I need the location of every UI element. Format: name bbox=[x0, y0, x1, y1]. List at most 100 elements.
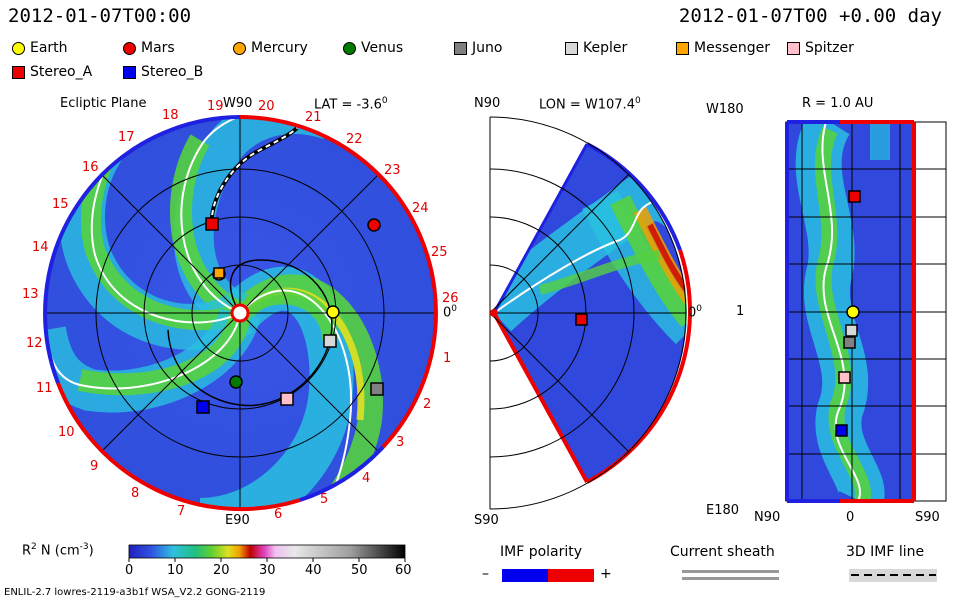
legend-venus: Venus bbox=[343, 40, 403, 56]
ecliptic-right-label: 00 bbox=[443, 304, 457, 320]
colorbar-label-rest: N (cm bbox=[36, 543, 80, 559]
sector-number: 16 bbox=[82, 160, 99, 175]
colorbar-label-sup: 2 bbox=[31, 542, 37, 552]
imf-polarity-title: IMF polarity bbox=[500, 544, 583, 560]
rim-positive-arc bbox=[239, 115, 438, 449]
deg-mark: 0 bbox=[451, 304, 458, 314]
legend-label: Kepler bbox=[583, 40, 628, 56]
sector-number: 2 bbox=[423, 397, 431, 412]
radial-spitzer-marker bbox=[838, 371, 851, 384]
legend-label: Spitzer bbox=[805, 40, 854, 56]
ecliptic-title: Ecliptic Plane bbox=[60, 96, 147, 111]
juno-marker bbox=[370, 382, 384, 396]
deg-mark: 0 bbox=[634, 96, 641, 106]
sector-number: 23 bbox=[384, 163, 401, 178]
radial-mid-label: 1 bbox=[736, 304, 745, 319]
sector-number: 11 bbox=[36, 381, 53, 396]
legend-marker bbox=[454, 41, 467, 55]
meridional-lon-label: LON = W107.40 bbox=[539, 96, 641, 112]
ecliptic-bottom-label: E90 bbox=[225, 513, 250, 528]
legend-juno: Juno bbox=[454, 40, 502, 56]
ecliptic-lat-label: LAT = -3.60 bbox=[314, 96, 388, 112]
colorbar-label: R2 N (cm-3) bbox=[22, 542, 94, 558]
imf-polarity-negative bbox=[502, 569, 548, 582]
colorbar-tick-label: 10 bbox=[167, 563, 184, 578]
colorbar-label-end: ) bbox=[88, 543, 94, 559]
legend-marker bbox=[123, 65, 136, 79]
rim-negative-arc-2 bbox=[43, 115, 241, 384]
radial-kepler-marker bbox=[845, 324, 858, 337]
sector-numbers: 1 2 3 4 5 6 7 8 9 10 11 12 13 14 15 16 1… bbox=[22, 99, 459, 522]
legend-mercury: Mercury bbox=[233, 40, 308, 56]
sector-number: 6 bbox=[274, 507, 282, 522]
sector-number: 24 bbox=[412, 201, 429, 216]
stereo-a-marker bbox=[205, 217, 219, 231]
date-right: 2012-01-07T00 +0.00 day bbox=[678, 5, 942, 27]
sector-number: 18 bbox=[162, 108, 179, 123]
meridional-sun-icon bbox=[490, 309, 498, 317]
meridional-right-value: 0 bbox=[688, 305, 697, 321]
colorbar-tick-label: 20 bbox=[213, 563, 230, 578]
mars-marker bbox=[367, 218, 381, 232]
imf-plus: + bbox=[600, 566, 612, 582]
meridional-edge-north bbox=[492, 143, 589, 314]
sector-number: 22 bbox=[346, 132, 363, 147]
legend-kepler: Kepler bbox=[565, 40, 627, 56]
legend-spitzer: Spitzer bbox=[787, 40, 854, 56]
sector-number: 5 bbox=[320, 492, 328, 507]
colorbar-label-r: R bbox=[22, 543, 32, 559]
legend-label: Mars bbox=[141, 40, 175, 56]
current-sheath-sample-2 bbox=[682, 577, 779, 580]
radial-x-label: N90 bbox=[754, 510, 781, 525]
radial-bottom-label: E180 bbox=[706, 503, 740, 518]
radial-x-label: S90 bbox=[915, 510, 940, 525]
radial-title: R = 1.0 AU bbox=[802, 96, 874, 111]
legend-label: Juno bbox=[472, 40, 503, 56]
ecliptic-plot: 1 2 3 4 5 6 7 8 9 10 11 12 13 14 15 16 1… bbox=[22, 99, 459, 522]
legend-marker bbox=[233, 41, 246, 55]
meridional-edge-south bbox=[492, 312, 589, 483]
deg-mark: 0 bbox=[696, 304, 703, 314]
radial-edge-positive bbox=[840, 120, 916, 503]
colorbar-tick-label: 40 bbox=[305, 563, 322, 578]
sector-number: 4 bbox=[362, 471, 370, 486]
sector-number: 7 bbox=[177, 504, 185, 519]
sector-number: 26 bbox=[442, 291, 459, 306]
meridional-plot bbox=[489, 116, 692, 510]
radial-plot bbox=[785, 120, 947, 503]
legend-stereo-a: Stereo_A bbox=[12, 64, 92, 80]
deg-mark: 0 bbox=[381, 96, 388, 106]
stereo-a-field-line bbox=[210, 127, 298, 225]
sector-number: 8 bbox=[131, 486, 139, 501]
colorbar-tick-label: 30 bbox=[259, 563, 276, 578]
sector-number: 12 bbox=[26, 336, 43, 351]
sector-number: 13 bbox=[22, 287, 39, 302]
legend-label: Venus bbox=[361, 40, 404, 56]
radial-stereo-b-marker bbox=[835, 424, 848, 437]
legend-label: Mercury bbox=[251, 40, 308, 56]
legend-marker bbox=[343, 41, 356, 55]
radial-x-label: 0 bbox=[846, 510, 855, 525]
colorbar-label-sup2: -3 bbox=[79, 542, 89, 552]
meridional-grid bbox=[489, 116, 687, 510]
colorbar-tick-label: 50 bbox=[351, 563, 368, 578]
sector-number: 14 bbox=[32, 240, 49, 255]
legend-label: Stereo_B bbox=[141, 64, 204, 80]
ecliptic-right-value: 0 bbox=[443, 305, 452, 321]
imf-minus: – bbox=[482, 566, 489, 582]
legend-marker bbox=[565, 41, 578, 55]
current-sheath-sample-1 bbox=[682, 570, 779, 573]
current-sheath-title: Current sheath bbox=[670, 544, 775, 560]
meridional-stereo-a-marker bbox=[575, 313, 588, 326]
model-footer: ENLIL-2.7 lowres-2119-a3b1f WSA_V2.2 GON… bbox=[4, 587, 266, 598]
radial-juno-marker bbox=[843, 336, 856, 349]
meridional-current-sheath bbox=[494, 199, 661, 314]
density-colorbar bbox=[128, 544, 406, 559]
colorbar-ticks bbox=[128, 558, 406, 562]
spitzer-marker bbox=[280, 392, 294, 406]
sector-number: 3 bbox=[396, 435, 404, 450]
rim-positive-arc-2 bbox=[56, 382, 301, 512]
sector-number: 10 bbox=[58, 425, 75, 440]
legend-label: Stereo_A bbox=[30, 64, 93, 80]
